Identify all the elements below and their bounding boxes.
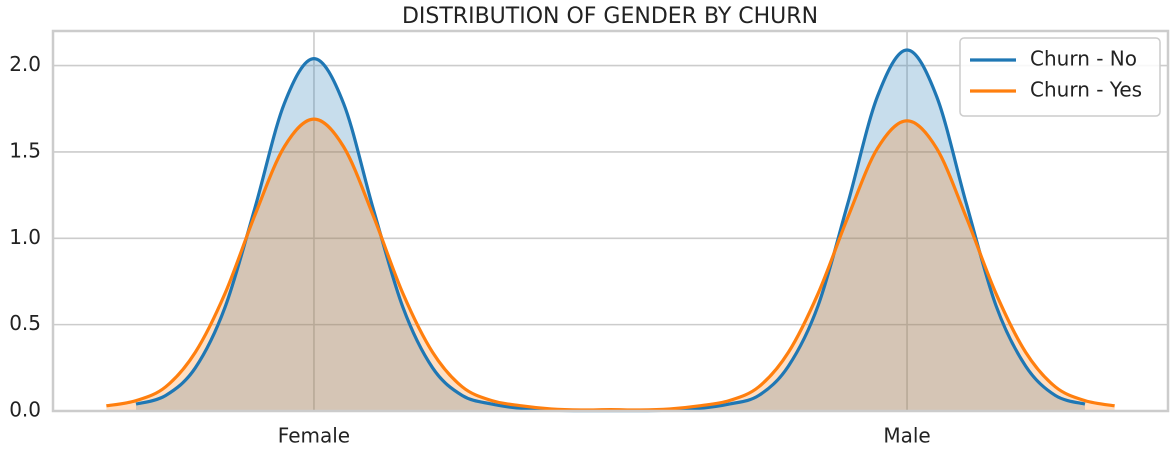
- y-tick-label: 1.5: [9, 138, 41, 162]
- legend: Churn - No Churn - Yes: [959, 37, 1161, 117]
- plot-frame: [51, 29, 1170, 413]
- legend-label: Churn - Yes: [1030, 78, 1142, 102]
- y-tick-label: 0.0: [9, 398, 41, 422]
- density-line: [106, 117, 1115, 412]
- x-tick-label: Male: [883, 424, 930, 448]
- chart-title: DISTRIBUTION OF GENDER BY CHURN: [402, 4, 818, 29]
- density-area: [136, 50, 1085, 411]
- y-tick-label: 1.0: [9, 225, 41, 249]
- y-tick-label: 2.0: [9, 52, 41, 76]
- x-tick-label: Female: [278, 424, 350, 448]
- density-area: [106, 119, 1115, 411]
- y-tick-label: 0.5: [9, 311, 41, 335]
- legend-box: [959, 37, 1161, 117]
- legend-label: Churn - No: [1030, 47, 1137, 71]
